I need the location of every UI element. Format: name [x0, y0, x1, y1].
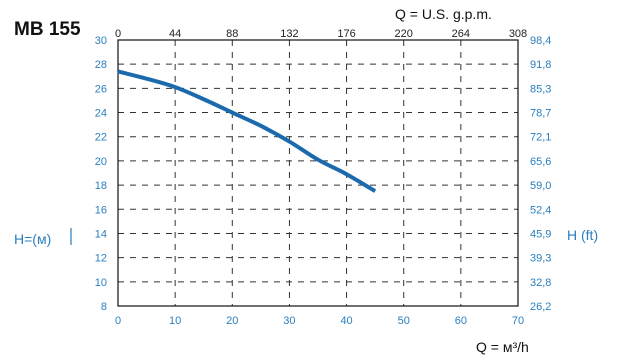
- y-left-tick-label: 14: [95, 228, 107, 240]
- y-left-tick-label: 24: [95, 108, 107, 120]
- tick-labels: 0 0 10 44 20 88 30 132 40 176 50 220 60 264 70 308 30 98,…: [95, 28, 552, 327]
- bottom-axis-label: Q = м³/h: [476, 339, 529, 355]
- x-top-tick-label: 220: [395, 28, 413, 40]
- y-left-tick-label: 26: [95, 83, 107, 95]
- grid-lines: [118, 40, 518, 306]
- right-axis-label: H (ft): [567, 227, 598, 243]
- y-left-tick-label: 10: [95, 277, 107, 289]
- plot-frame: [117, 39, 519, 307]
- y-left-tick-label: 16: [95, 204, 107, 216]
- x-top-tick-label: 132: [280, 28, 298, 40]
- y-left-tick-label: 28: [95, 59, 107, 71]
- y-left-tick-label: 18: [95, 180, 107, 192]
- x-tick-label: 70: [512, 315, 524, 327]
- x-tick-label: 40: [340, 315, 352, 327]
- y-right-tick-label: 45,9: [530, 228, 551, 240]
- y-left-tick-label: 20: [95, 156, 107, 168]
- y-right-tick-label: 91,8: [530, 59, 551, 71]
- x-top-tick-label: 176: [337, 28, 355, 40]
- y-right-tick-label: 65,6: [530, 156, 551, 168]
- x-tick-label: 50: [398, 315, 410, 327]
- series-layer: [117, 69, 377, 193]
- chart-title: MB 155: [14, 19, 81, 40]
- x-top-tick-label: 308: [509, 28, 527, 40]
- y-right-tick-label: 32,8: [530, 277, 551, 289]
- x-tick-label: 30: [283, 315, 295, 327]
- x-tick-label: 20: [226, 315, 238, 327]
- y-left-tick-label: 22: [95, 132, 107, 144]
- y-right-tick-label: 52,4: [530, 204, 551, 216]
- y-right-tick-label: 85,3: [530, 83, 551, 95]
- x-tick-label: 60: [455, 315, 467, 327]
- y-right-tick-label: 72,1: [530, 132, 551, 144]
- x-tick-label: 0: [115, 315, 121, 327]
- x-tick-label: 10: [169, 315, 181, 327]
- y-left-tick-label: 8: [101, 301, 107, 313]
- y-left-tick-label: 30: [95, 35, 107, 47]
- y-right-tick-label: 59,0: [530, 180, 551, 192]
- left-axis-label: H=(м): [14, 231, 51, 247]
- y-right-tick-label: 26,2: [530, 301, 551, 313]
- y-right-tick-label: 78,7: [530, 108, 551, 120]
- y-right-tick-label: 98,4: [530, 35, 551, 47]
- y-left-tick-label: 12: [95, 253, 107, 265]
- top-axis-label: Q = U.S. g.p.m.: [395, 6, 492, 22]
- x-top-tick-label: 264: [452, 28, 470, 40]
- y-right-tick-label: 39,3: [530, 253, 551, 265]
- pump-curve-line: [117, 69, 377, 193]
- x-top-tick-label: 44: [169, 28, 181, 40]
- x-top-tick-label: 0: [115, 28, 121, 40]
- x-top-tick-label: 88: [226, 28, 238, 40]
